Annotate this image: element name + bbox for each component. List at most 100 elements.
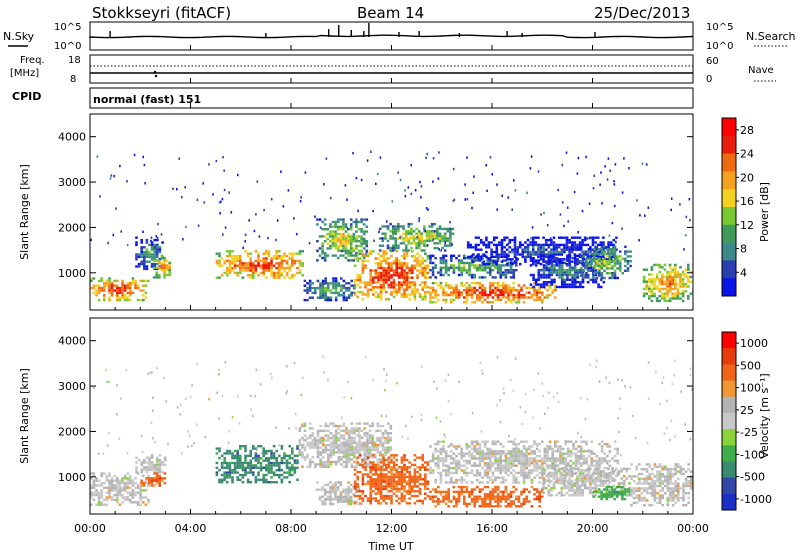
echo-cell [509, 266, 513, 269]
echo-cell [674, 275, 677, 279]
echo-cell [671, 287, 674, 291]
echo-cell [155, 266, 158, 269]
echo-cell [291, 469, 294, 472]
echo-cell [218, 252, 221, 255]
echo-cell [345, 441, 348, 444]
echo-cell [100, 279, 103, 283]
echo-cell [542, 236, 545, 239]
echo-cell [254, 459, 258, 462]
echo-cell [359, 454, 362, 457]
echo-cell [158, 259, 161, 262]
echo-cell [384, 448, 387, 452]
echo-cell [137, 265, 141, 268]
echo-cell [347, 481, 350, 484]
echo-cell [303, 439, 307, 442]
echo-cell [403, 269, 406, 272]
echo-cell [491, 261, 495, 265]
echo-cell [595, 252, 599, 256]
echo-cell [358, 436, 361, 440]
echo-cell [336, 225, 340, 228]
echo-cell [473, 447, 476, 451]
echo-cell [524, 241, 527, 244]
echo-cell [676, 287, 680, 291]
echo-cell [340, 286, 343, 290]
echo-cell [394, 232, 398, 235]
echo-cell [108, 496, 111, 499]
echo-cell [504, 454, 508, 458]
echo-cell [368, 429, 372, 432]
echo-cell [658, 299, 661, 303]
echo-cell [360, 218, 363, 221]
echo-cell [571, 285, 574, 289]
echo-cell [430, 230, 434, 233]
echo-cell [592, 281, 595, 284]
echo-cell [390, 293, 393, 296]
echo-cell [496, 289, 500, 292]
echo-cell [557, 260, 561, 263]
echo-cell [486, 493, 489, 496]
echo-cell [353, 480, 357, 483]
echo-cell [449, 230, 452, 233]
echo-cell [362, 223, 366, 226]
echo-cell [301, 451, 304, 454]
echo-cell [155, 477, 159, 480]
echo-cell [319, 463, 322, 466]
echo-cell [444, 261, 448, 265]
echo-cell [345, 289, 348, 292]
echo-cell [110, 477, 114, 480]
echo-cell [570, 248, 574, 251]
echo-cell [355, 254, 358, 257]
echo-cell [405, 278, 409, 282]
echo-cell [655, 297, 659, 300]
echo-cell [468, 445, 471, 448]
echo-cell [463, 284, 466, 287]
echo-cell [400, 276, 404, 279]
echo-cell [345, 463, 348, 466]
echo-cell [278, 262, 281, 265]
echo-cell [492, 238, 496, 242]
echo-cell [350, 446, 354, 449]
echo-cell [424, 466, 427, 469]
echo-cell [347, 242, 350, 245]
echo-cell [379, 454, 383, 457]
echo-cell [426, 266, 430, 270]
echo-cell [395, 257, 398, 260]
echo-cell [345, 286, 348, 290]
echo-cell [595, 250, 599, 253]
echo-cell [158, 265, 162, 268]
echo-cell [486, 471, 489, 475]
echo-cell [265, 257, 268, 260]
echo-cell [110, 479, 114, 482]
echo-cell [452, 271, 456, 274]
echo-cell [439, 459, 443, 463]
echo-cell [511, 262, 514, 266]
echo-cell [503, 246, 506, 249]
echo-cell [447, 293, 450, 297]
echo-cell [379, 502, 383, 505]
echo-cell [533, 298, 536, 302]
echo-cell [382, 281, 385, 284]
echo-cell [411, 271, 414, 275]
echo-cell [134, 282, 137, 285]
echo-cell [355, 240, 358, 243]
echo-cell [439, 259, 443, 262]
echo-cell [92, 472, 96, 475]
scatter-echo [325, 157, 328, 160]
echo-cell [465, 502, 469, 506]
echo-cell [344, 249, 348, 252]
echo-cell [546, 447, 549, 451]
echo-cell [489, 505, 492, 508]
echo-cell [92, 277, 96, 280]
echo-cell [481, 289, 484, 292]
echo-cell [366, 288, 370, 291]
echo-cell [525, 296, 528, 299]
scatter-echo [438, 248, 440, 251]
echo-cell [415, 237, 418, 240]
echo-cell [345, 298, 348, 302]
echo-cell [342, 247, 345, 250]
echo-cell [434, 293, 437, 297]
echo-cell [491, 505, 495, 508]
echo-cell [392, 478, 396, 481]
echo-cell [473, 505, 476, 508]
echo-cell [267, 481, 271, 484]
